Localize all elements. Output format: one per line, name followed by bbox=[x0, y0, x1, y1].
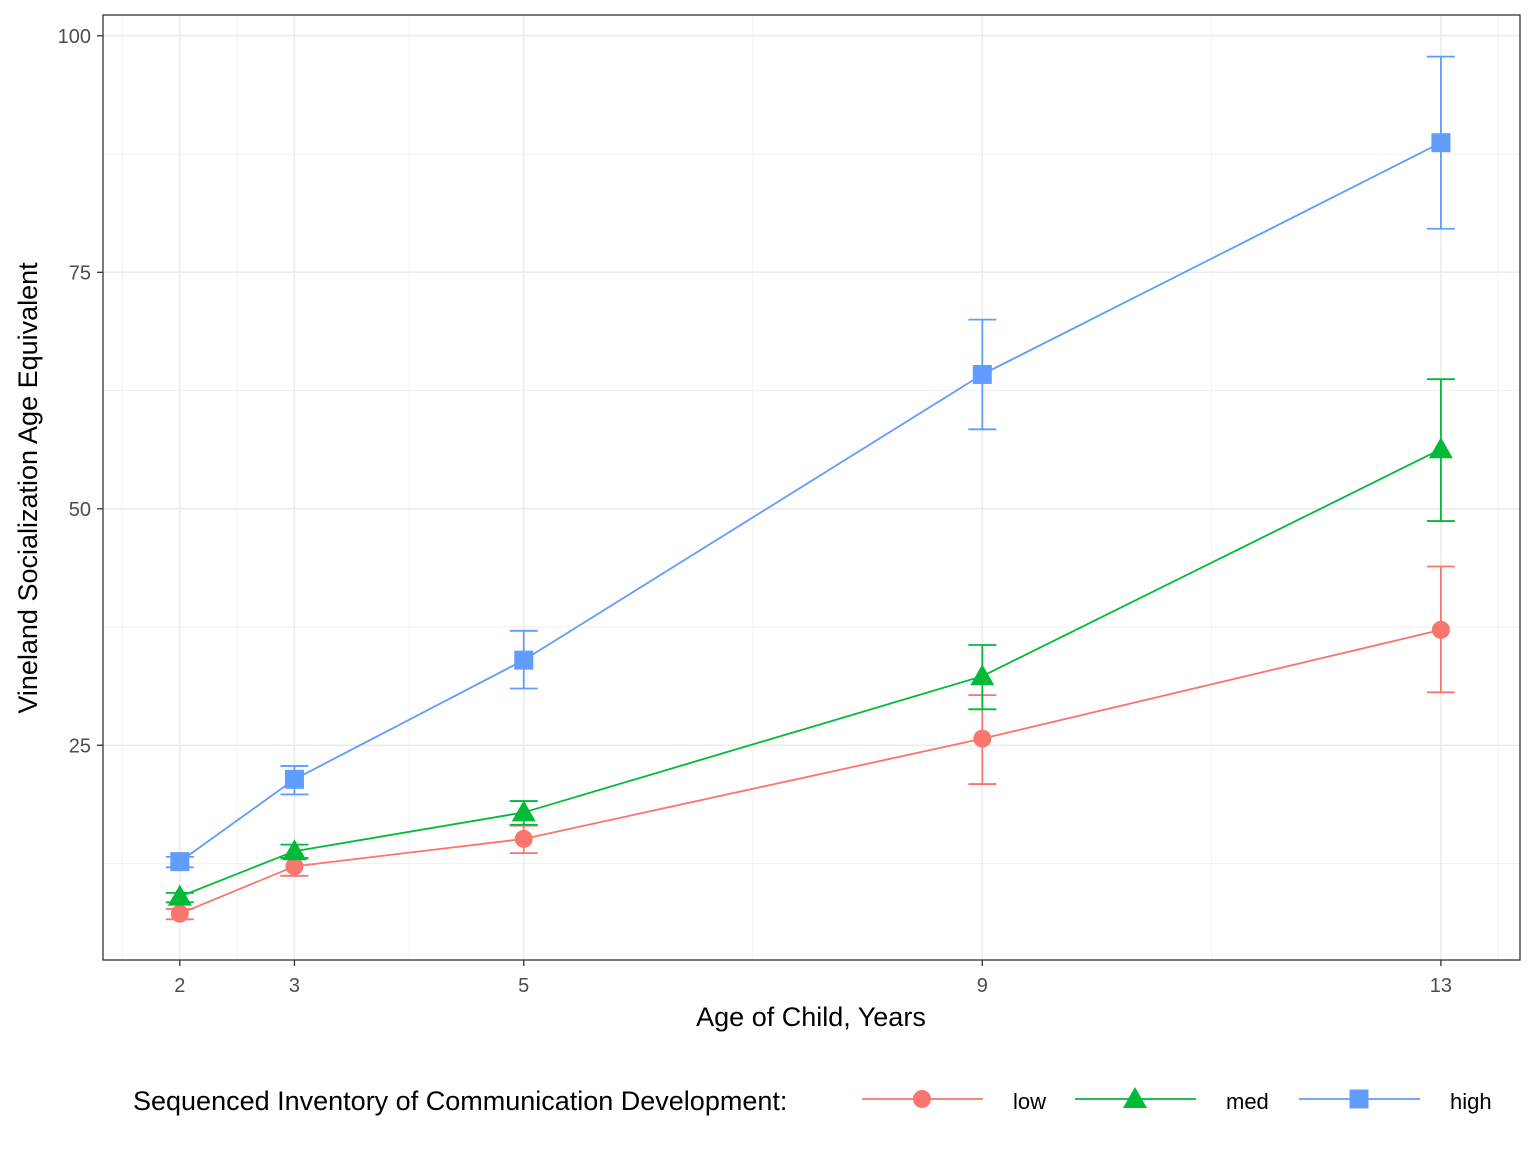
series-med bbox=[165, 378, 1455, 906]
series-high bbox=[165, 55, 1455, 872]
x-tick-label: 2 bbox=[174, 975, 185, 997]
gridlines bbox=[103, 15, 1520, 960]
legend-label: low bbox=[1013, 1089, 1046, 1114]
y-axis-title: Vineland Socialization Age Equivalent bbox=[13, 262, 43, 714]
y-tick-label: 25 bbox=[69, 735, 91, 757]
data-point-high bbox=[170, 852, 190, 872]
legend-label: high bbox=[1450, 1089, 1492, 1114]
data-point-med bbox=[282, 839, 307, 861]
data-point-low bbox=[973, 729, 992, 748]
data-point-med bbox=[511, 800, 536, 822]
data-point-low bbox=[1431, 620, 1450, 639]
data-point-med bbox=[167, 884, 192, 906]
series-low bbox=[165, 565, 1455, 923]
data-point-high bbox=[972, 364, 992, 384]
x-tick-label: 13 bbox=[1430, 975, 1452, 997]
series-line-high bbox=[179, 141, 1442, 863]
data-point-high bbox=[514, 650, 534, 670]
x-tick-label: 9 bbox=[977, 975, 988, 997]
legend-title: Sequenced Inventory of Communication Dev… bbox=[133, 1086, 787, 1116]
series-layer bbox=[165, 55, 1455, 923]
axis-ticks: 25 50 75 100 2 3 5 9 13 bbox=[58, 26, 1452, 997]
data-point-low bbox=[285, 857, 304, 876]
legend-item-med: med bbox=[1075, 1087, 1269, 1114]
y-tick-label: 50 bbox=[69, 499, 91, 521]
data-point-med bbox=[1428, 437, 1453, 459]
x-tick-label: 3 bbox=[289, 975, 300, 997]
legend-key-marker bbox=[1123, 1087, 1147, 1108]
legend: Sequenced Inventory of Communication Dev… bbox=[133, 1086, 1492, 1116]
data-point-low bbox=[514, 829, 533, 848]
y-tick-label: 75 bbox=[69, 262, 91, 284]
legend-label: med bbox=[1226, 1089, 1269, 1114]
data-point-high bbox=[284, 769, 304, 789]
plot-panel-border bbox=[102, 14, 1521, 961]
data-point-med bbox=[970, 664, 995, 686]
legend-item-high: high bbox=[1299, 1089, 1492, 1114]
x-tick-label: 5 bbox=[518, 975, 529, 997]
legend-key-marker bbox=[913, 1090, 931, 1108]
legend-key-marker bbox=[1349, 1089, 1369, 1109]
x-axis-title: Age of Child, Years bbox=[696, 1002, 926, 1032]
data-point-high bbox=[1431, 133, 1451, 153]
series-line-low bbox=[179, 628, 1442, 915]
legend-item-low: low bbox=[862, 1089, 1046, 1114]
data-point-low bbox=[170, 904, 189, 923]
series-line-med bbox=[179, 448, 1442, 898]
y-tick-label: 100 bbox=[58, 26, 91, 48]
